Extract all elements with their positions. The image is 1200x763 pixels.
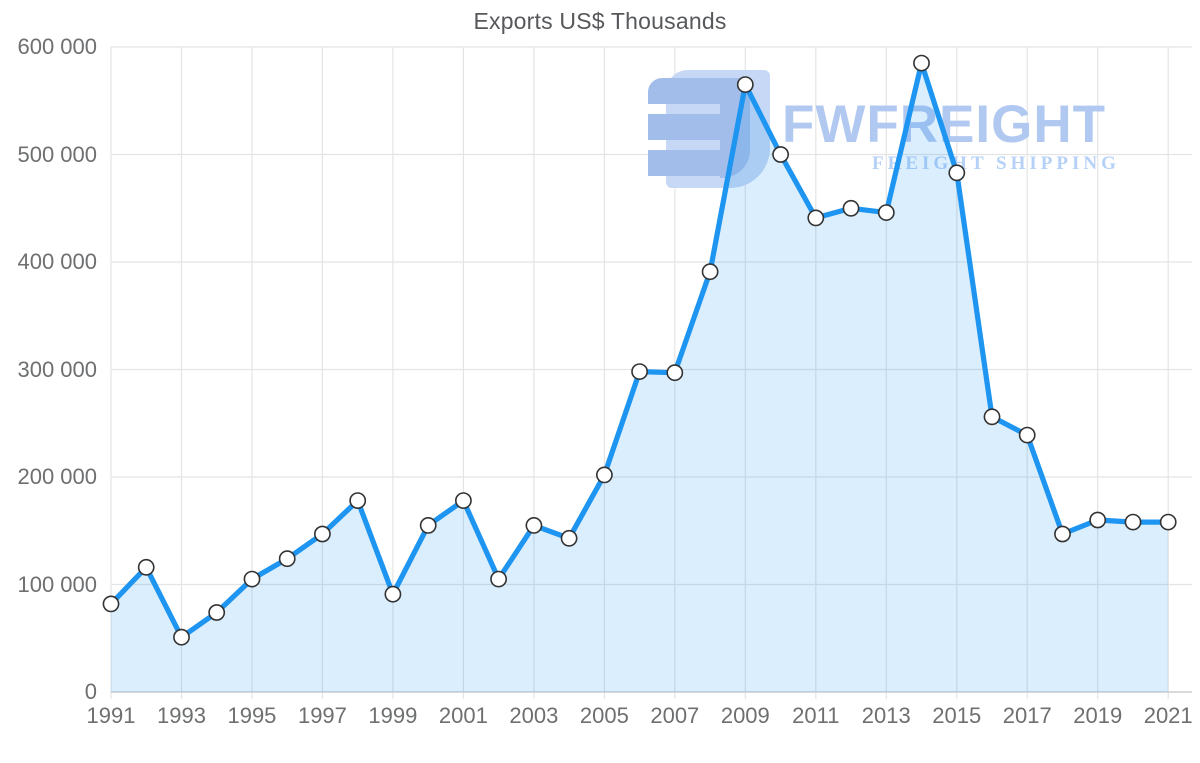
chart-title: Exports US$ Thousands — [473, 8, 727, 34]
